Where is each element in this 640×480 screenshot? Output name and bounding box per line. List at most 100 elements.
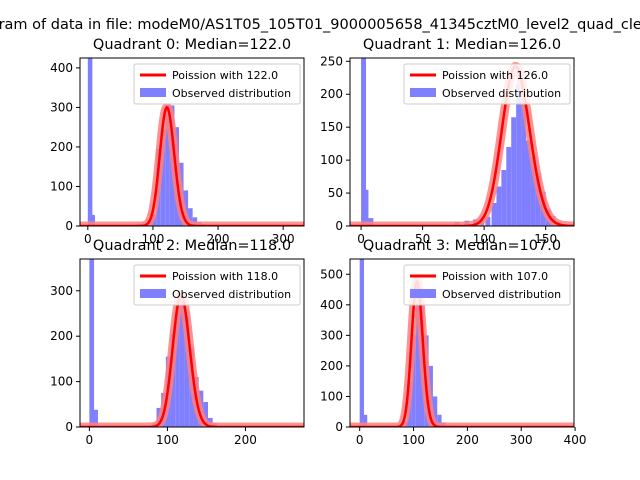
legend-fit-label: Poission with 126.0 bbox=[442, 69, 548, 82]
histogram-bar bbox=[203, 402, 208, 427]
histogram-bar bbox=[516, 84, 522, 226]
x-tick-label: 150 bbox=[534, 232, 557, 246]
axes-frame bbox=[79, 258, 305, 428]
histogram-bar bbox=[491, 202, 497, 226]
x-tick-label: 0 bbox=[356, 433, 364, 447]
y-tick-label: 0 bbox=[335, 219, 343, 233]
histogram-bar bbox=[165, 103, 170, 226]
x-tick-label: 0 bbox=[84, 232, 92, 246]
histogram-bar bbox=[362, 414, 368, 427]
y-tick-label: 200 bbox=[50, 329, 73, 343]
legend-hist-label: Observed distribution bbox=[442, 288, 561, 301]
y-tick-label: 150 bbox=[320, 120, 343, 134]
histogram-bar bbox=[160, 129, 166, 226]
histogram-bar bbox=[432, 396, 438, 427]
x-tick-label: 200 bbox=[234, 433, 257, 447]
legend-fit-label: Poission with 118.0 bbox=[172, 270, 278, 283]
legend-fit-label: Poission with 122.0 bbox=[172, 69, 278, 82]
histogram-bar bbox=[363, 189, 369, 226]
y-tick-label: 100 bbox=[50, 375, 73, 389]
legend-box bbox=[133, 63, 301, 105]
legend-hist-label: Observed distribution bbox=[442, 87, 561, 100]
x-tick-label: 400 bbox=[564, 433, 587, 447]
y-tick-label: 300 bbox=[50, 284, 73, 298]
panel-title: Quadrant 0: Median=122.0 bbox=[93, 37, 291, 53]
x-tick-label: 300 bbox=[272, 232, 295, 246]
histogram-bar bbox=[184, 315, 190, 427]
histogram-bar bbox=[359, 259, 364, 427]
y-tick-label: 500 bbox=[320, 267, 343, 281]
legend-box bbox=[403, 63, 571, 105]
histogram-bar bbox=[530, 156, 536, 226]
x-tick-label: 100 bbox=[402, 433, 425, 447]
histogram-bar bbox=[179, 295, 185, 427]
legend-hist-swatch bbox=[410, 289, 436, 298]
histogram-bar bbox=[361, 58, 366, 226]
y-tick-label: 200 bbox=[50, 140, 73, 154]
y-tick-label: 300 bbox=[320, 328, 343, 342]
histogram-bar bbox=[506, 146, 512, 226]
histogram-bar bbox=[89, 259, 95, 427]
x-tick-label: 100 bbox=[473, 232, 496, 246]
panel-title: Quadrant 1: Median=126.0 bbox=[363, 37, 561, 53]
y-tick-label: 100 bbox=[320, 153, 343, 167]
panel-title: Quadrant 3: Median=107.0 bbox=[363, 238, 561, 254]
histogram-bar bbox=[93, 409, 98, 427]
x-tick-label: 100 bbox=[156, 433, 179, 447]
x-tick-label: 50 bbox=[415, 232, 430, 246]
histogram-bar bbox=[521, 97, 526, 226]
y-tick-label: 200 bbox=[320, 87, 343, 101]
x-tick-label: 300 bbox=[510, 433, 533, 447]
histogram-bar bbox=[437, 414, 442, 427]
histogram-bar bbox=[188, 208, 193, 226]
y-tick-label: 100 bbox=[50, 179, 73, 193]
histogram-bar bbox=[526, 140, 531, 226]
axes-frame bbox=[79, 57, 305, 227]
histogram-bar bbox=[501, 170, 507, 226]
chart-panel-2: 0 100 200 0 100 200 300 Quadrant 2: Median=118.… bbox=[50, 238, 305, 447]
histogram-bar bbox=[175, 306, 180, 427]
chart-panel-0: 0 100 200 300 0 100 200 300 400 Quadrant 0: Media… bbox=[50, 37, 305, 246]
axes-frame bbox=[349, 57, 575, 227]
legend-hist-swatch bbox=[140, 88, 166, 97]
panel-title: Quadrant 2: Median=118.0 bbox=[93, 238, 291, 254]
panels: 0 100 200 300 0 100 200 300 400 Quadrant 0: Media… bbox=[50, 37, 586, 447]
legend-hist-label: Observed distribution bbox=[172, 87, 291, 100]
legend-hist-swatch bbox=[410, 88, 436, 97]
axes-frame bbox=[349, 258, 575, 428]
plot-content bbox=[80, 259, 304, 427]
legend-hist-swatch bbox=[140, 289, 166, 298]
y-tick-label: 50 bbox=[328, 186, 343, 200]
legend-fit-label: Poission with 107.0 bbox=[442, 270, 548, 283]
poisson-fit-line bbox=[80, 293, 304, 427]
histogram-bar bbox=[415, 280, 420, 427]
histogram-bar bbox=[511, 117, 517, 226]
x-tick-label: 200 bbox=[456, 433, 479, 447]
y-tick-label: 0 bbox=[65, 219, 73, 233]
y-tick-label: 400 bbox=[320, 298, 343, 312]
histogram-bar bbox=[87, 58, 93, 226]
y-tick-label: 400 bbox=[50, 61, 73, 75]
x-tick-label: 0 bbox=[357, 232, 365, 246]
legend-box bbox=[133, 264, 301, 306]
legend-hist-label: Observed distribution bbox=[172, 288, 291, 301]
y-tick-label: 200 bbox=[320, 359, 343, 373]
histogram-bar bbox=[411, 335, 416, 427]
legend-box bbox=[403, 264, 571, 306]
chart-panel-3: 0 100 200 300 400 0 100 200 300 400 500 Quadrant 3:… bbox=[320, 238, 586, 447]
chart-panel-1: 0 50 100 150 0 50 100 150 200 250 Quadrant 1: Medi… bbox=[320, 37, 575, 246]
y-tick-label: 250 bbox=[320, 54, 343, 68]
histogram-bar bbox=[496, 186, 502, 226]
y-tick-label: 0 bbox=[65, 420, 73, 434]
histogram-bar bbox=[90, 214, 95, 226]
y-tick-label: 100 bbox=[320, 389, 343, 403]
y-tick-label: 300 bbox=[50, 100, 73, 114]
x-tick-label: 200 bbox=[207, 232, 230, 246]
figure-suptitle: Histogram of data in file: modeM0/AS1T05… bbox=[0, 17, 640, 33]
x-tick-label: 0 bbox=[86, 433, 94, 447]
plot-content bbox=[350, 259, 574, 427]
histogram-bar bbox=[485, 216, 491, 226]
y-tick-label: 0 bbox=[335, 420, 343, 434]
x-tick-label: 100 bbox=[141, 232, 164, 246]
